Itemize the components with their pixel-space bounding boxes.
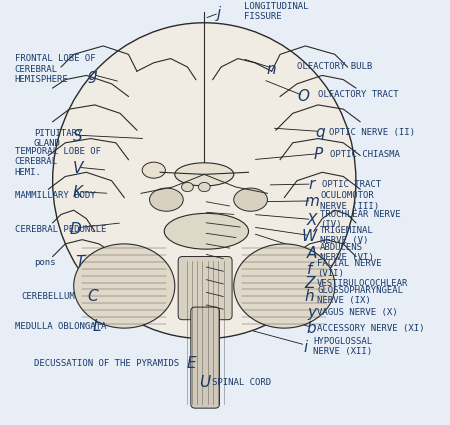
Text: q: q <box>315 125 325 140</box>
Text: T: T <box>75 255 85 270</box>
Ellipse shape <box>198 182 210 192</box>
Text: FACIAL NERVE
(VII): FACIAL NERVE (VII) <box>317 259 382 278</box>
Text: ABDUCENS
NERVE (VI): ABDUCENS NERVE (VI) <box>320 243 374 262</box>
Text: OPTIC CHIASMA: OPTIC CHIASMA <box>330 150 400 159</box>
Ellipse shape <box>164 213 248 249</box>
Text: O: O <box>297 89 309 104</box>
Ellipse shape <box>181 182 194 192</box>
Text: b: b <box>307 320 316 336</box>
Text: MEDULLA OBLONGATA: MEDULLA OBLONGATA <box>15 322 106 331</box>
Text: CEREBRAL PEDUNCLE: CEREBRAL PEDUNCLE <box>15 225 106 234</box>
Text: P: P <box>313 147 323 162</box>
Ellipse shape <box>175 163 234 186</box>
Text: j: j <box>217 6 221 20</box>
Text: i: i <box>303 340 307 354</box>
Text: r: r <box>309 177 315 193</box>
Text: U: U <box>199 374 210 390</box>
Text: DECUSSATION OF THE PYRAMIDS: DECUSSATION OF THE PYRAMIDS <box>34 360 179 368</box>
Text: OLFACTORY TRACT: OLFACTORY TRACT <box>318 90 399 99</box>
Text: ACCESSORY NERVE (XI): ACCESSORY NERVE (XI) <box>317 323 425 333</box>
Text: A: A <box>306 246 317 261</box>
Text: m: m <box>304 194 319 209</box>
Text: Z: Z <box>304 276 315 291</box>
Text: n: n <box>267 62 276 76</box>
Text: S: S <box>73 129 83 144</box>
Text: FRONTAL LOBE OF
CEREBRAL
HEMISPHERE: FRONTAL LOBE OF CEREBRAL HEMISPHERE <box>15 54 95 84</box>
FancyBboxPatch shape <box>178 257 232 320</box>
Ellipse shape <box>142 162 165 178</box>
Text: CEREBELLUM: CEREBELLUM <box>21 292 75 301</box>
Ellipse shape <box>149 188 183 211</box>
Text: HYPOGLOSSAL
NERVE (XII): HYPOGLOSSAL NERVE (XII) <box>313 337 372 356</box>
Ellipse shape <box>53 23 356 339</box>
Text: K: K <box>73 185 83 200</box>
Text: TROCHLEAR NERVE
(IV): TROCHLEAR NERVE (IV) <box>320 210 401 229</box>
Text: W: W <box>302 229 317 244</box>
Text: L: L <box>93 318 101 334</box>
Text: f: f <box>307 262 312 277</box>
Text: OLFACTORY BULB: OLFACTORY BULB <box>297 62 372 71</box>
Text: g: g <box>88 68 98 83</box>
Ellipse shape <box>74 244 175 328</box>
Text: VAGUS NERVE (X): VAGUS NERVE (X) <box>317 308 398 317</box>
Text: V: V <box>73 161 83 176</box>
Text: D: D <box>70 222 82 237</box>
Text: OPTIC TRACT: OPTIC TRACT <box>322 181 381 190</box>
Text: TRIGEMINAL
NERVE (V): TRIGEMINAL NERVE (V) <box>320 226 374 245</box>
Text: MAMMILLARY BODY: MAMMILLARY BODY <box>15 191 95 200</box>
Text: y: y <box>307 305 316 320</box>
Text: TEMPORAL LOBE OF
CEREBRAL
HEMI.: TEMPORAL LOBE OF CEREBRAL HEMI. <box>15 147 101 177</box>
Ellipse shape <box>234 188 267 211</box>
Text: E: E <box>187 357 197 371</box>
Text: OPTIC NERVE (II): OPTIC NERVE (II) <box>328 128 414 137</box>
Text: h: h <box>305 289 315 304</box>
Text: LONGITUDINAL
FISSURE: LONGITUDINAL FISSURE <box>244 2 309 21</box>
Text: SPINAL CORD: SPINAL CORD <box>212 378 271 387</box>
Text: PITUITARY
GLAND: PITUITARY GLAND <box>34 129 82 148</box>
Text: GLOSSOPHARYNGEAL
NERVE (IX): GLOSSOPHARYNGEAL NERVE (IX) <box>317 286 403 305</box>
Text: C: C <box>87 289 98 304</box>
Ellipse shape <box>234 244 335 328</box>
FancyBboxPatch shape <box>191 307 220 408</box>
Text: OCULOMOTOR
NERVE (III): OCULOMOTOR NERVE (III) <box>320 191 379 211</box>
Text: X: X <box>306 213 317 228</box>
Text: pons: pons <box>34 258 55 267</box>
Text: VESTIBULOCOCHLEAR: VESTIBULOCOCHLEAR <box>317 279 409 288</box>
